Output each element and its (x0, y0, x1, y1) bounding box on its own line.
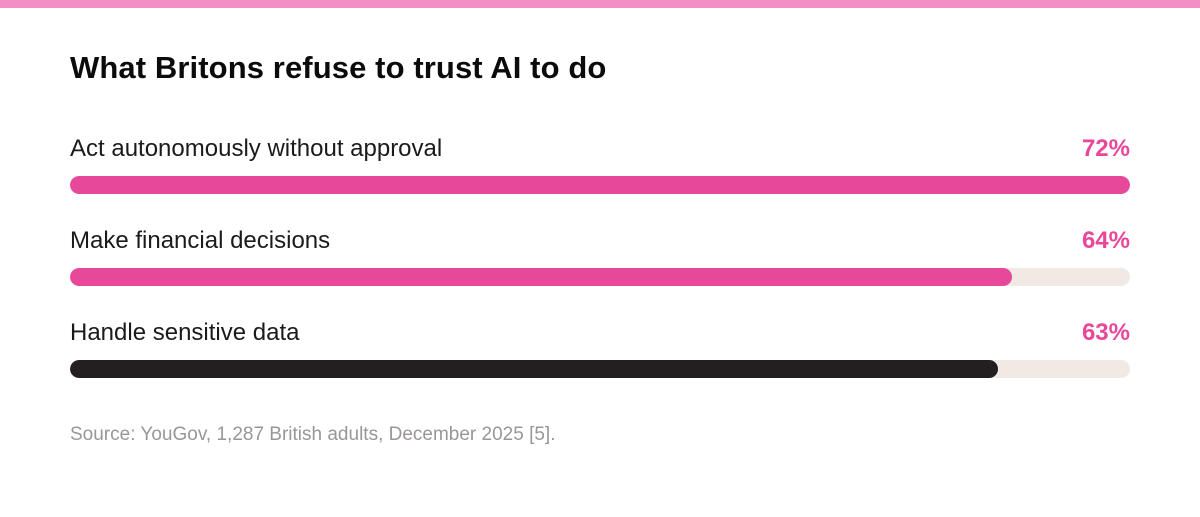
bar-value-label: 63% (1081, 319, 1130, 346)
bar-row: Make financial decisions 64% (70, 227, 1130, 287)
chart-title: What Britons refuse to trust AI to do (70, 50, 607, 85)
bar-track (70, 360, 1130, 378)
bar-row: Act autonomously without approval 72% (70, 135, 1130, 195)
bar-value-label: 72% (1081, 135, 1130, 162)
chart-source: Source: YouGov, 1,287 British adults, De… (70, 424, 556, 445)
bar-fill (70, 268, 1012, 286)
bar-label: Make financial decisions (70, 227, 331, 254)
bar-fill (70, 360, 998, 378)
bar-label: Handle sensitive data (70, 319, 300, 346)
top-accent-stripe (0, 0, 1200, 8)
bar-track (70, 176, 1130, 194)
bar-label: Act autonomously without approval (70, 135, 443, 162)
bar-fill (70, 176, 1130, 194)
bar-value-label: 64% (1081, 227, 1130, 254)
bar-track (70, 268, 1130, 286)
bar-row: Handle sensitive data 63% (70, 319, 1130, 379)
